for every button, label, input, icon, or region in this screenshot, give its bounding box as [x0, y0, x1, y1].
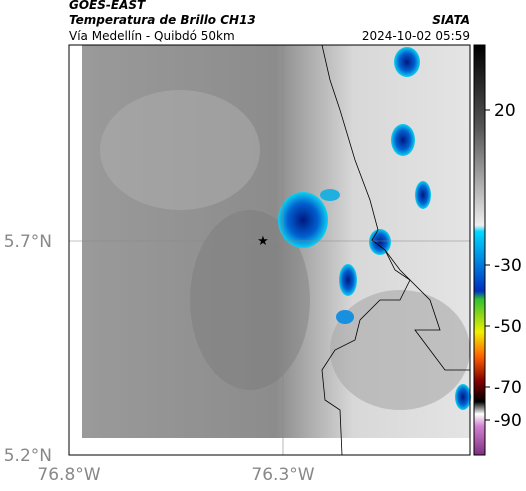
title: Temperatura de Brillo CH13 — [69, 13, 256, 27]
datetime: 2024-10-02 05:59 — [362, 29, 470, 43]
colorbar-label: -70 — [494, 378, 522, 398]
colorbar — [473, 44, 486, 456]
colorbar-label: -50 — [494, 317, 522, 337]
colorbar-label: -90 — [494, 411, 522, 431]
colorbar-label: -30 — [494, 256, 522, 276]
map: ★ — [68, 44, 471, 456]
lon-label: 76.3°W — [251, 465, 314, 485]
lat-label: 5.7°N — [4, 232, 52, 252]
colorbar-label: 20 — [494, 101, 516, 121]
lat-label: 5.2°N — [4, 446, 52, 466]
satellite: GOES-EAST — [69, 0, 146, 12]
agency: SIATA — [432, 13, 470, 27]
lon-label: 76.8°W — [37, 465, 100, 485]
subtitle: Vía Medellín - Quibdó 50km — [69, 29, 235, 43]
svg-text:★: ★ — [257, 234, 269, 249]
